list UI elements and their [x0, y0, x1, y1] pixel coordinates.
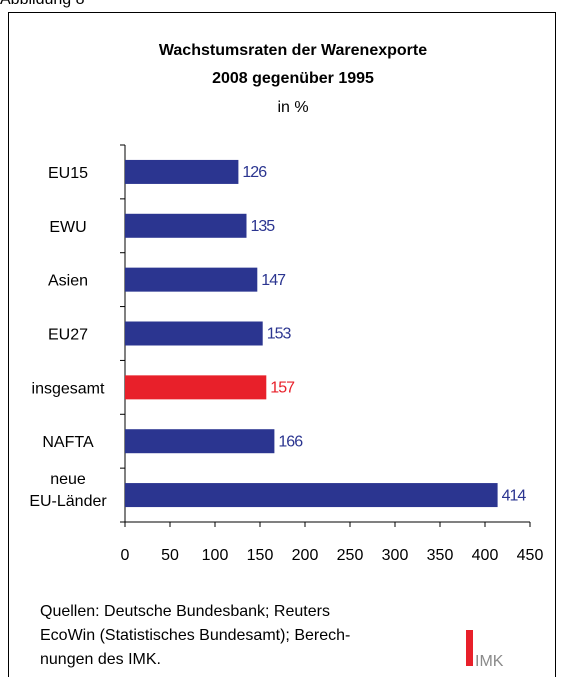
value-label: 135	[251, 218, 276, 235]
bar	[125, 321, 263, 346]
y-tick-label: EU15	[48, 165, 88, 182]
logo: IMK	[475, 653, 504, 670]
y-tick-label: EU27	[48, 327, 88, 344]
bar	[125, 159, 239, 184]
x-tick-label: 50	[161, 547, 179, 564]
value-label: 126	[242, 164, 267, 181]
bar	[125, 483, 498, 508]
value-label: 414	[502, 487, 527, 504]
y-tick-label: Asien	[48, 273, 88, 290]
value-label: 166	[278, 433, 303, 450]
x-tick-label: 150	[247, 547, 274, 564]
x-tick-label: 100	[202, 547, 229, 564]
bar	[125, 267, 258, 292]
logo-bar	[466, 630, 473, 666]
value-label: 147	[261, 272, 286, 289]
chart-subtitle: in %	[277, 99, 308, 116]
frame	[8, 12, 556, 677]
x-tick-label: 250	[337, 547, 364, 564]
chart-title: Wachstumsraten der Warenexporte	[159, 42, 427, 59]
x-tick-label: 0	[121, 547, 130, 564]
bar	[125, 429, 275, 454]
figure-label: Abbildung 8	[0, 0, 85, 8]
x-tick-label: 450	[517, 547, 544, 564]
x-tick-label: 350	[427, 547, 454, 564]
x-tick-label: 400	[472, 547, 499, 564]
source: nungen des IMK.	[40, 651, 161, 668]
value-label: 157	[270, 380, 295, 397]
source: Quellen: Deutsche Bundesbank; Reuters	[40, 603, 330, 620]
chart-title: 2008 gegenüber 1995	[212, 70, 374, 87]
y-tick-label: insgesamt	[32, 380, 105, 397]
x-tick-label: 200	[292, 547, 319, 564]
y-tick-label: NAFTA	[42, 434, 94, 451]
source: EcoWin (Statistisches Bundesamt); Berech…	[40, 627, 350, 644]
x-tick-label: 300	[382, 547, 409, 564]
y-tick-label: neue EU-Länder	[29, 471, 107, 510]
bar	[125, 213, 247, 238]
bar	[125, 375, 267, 400]
value-label: 153	[267, 326, 292, 343]
y-tick-label: EWU	[49, 219, 86, 236]
